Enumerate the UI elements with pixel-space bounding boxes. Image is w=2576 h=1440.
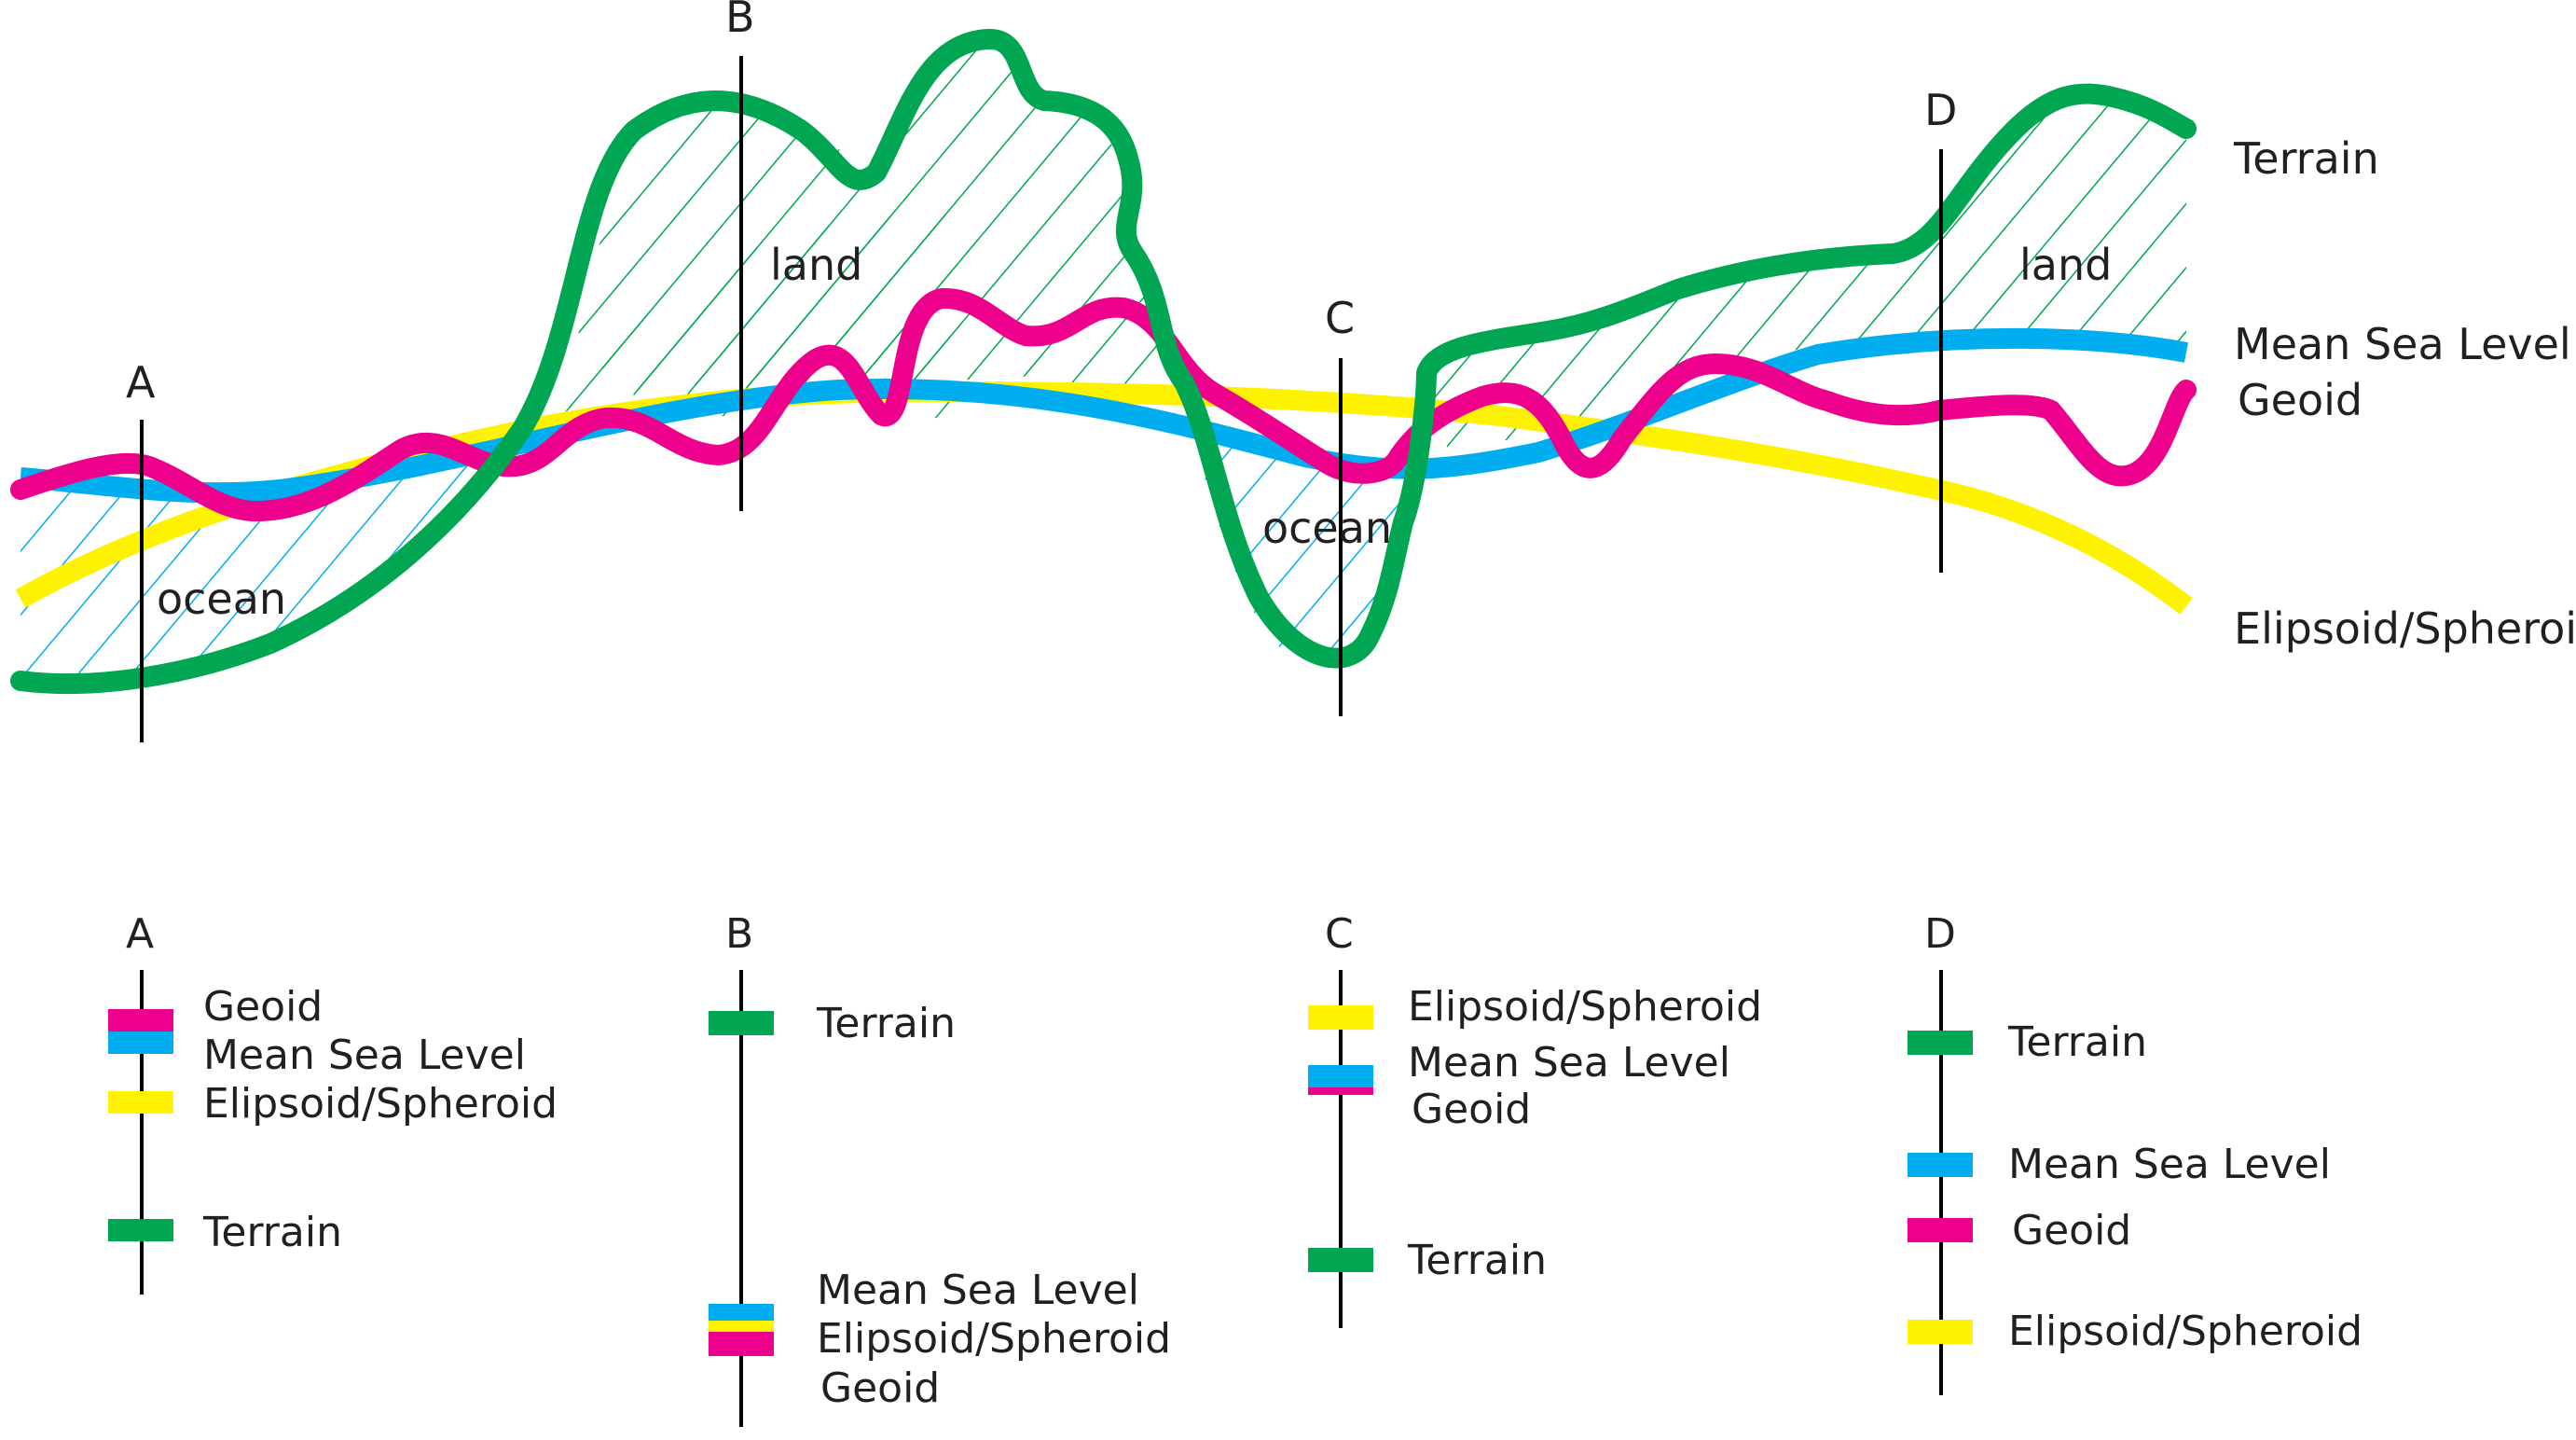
- legend-d-title: D: [1924, 910, 1956, 958]
- legend-a-label-msl: Mean Sea Level: [203, 1032, 526, 1079]
- legend-d-swatch-terrain: [1908, 1031, 1973, 1055]
- legend-column-a: A Geoid Mean Sea Level Elipsoid/Spheroid…: [108, 910, 558, 1295]
- curve-label-msl: Mean Sea Level: [2234, 319, 2571, 369]
- legend-d-label-ellipsoid: Elipsoid/Spheroid: [2008, 1308, 2362, 1355]
- section-label-d: D: [1924, 85, 1957, 135]
- legend-c-label-msl: Mean Sea Level: [1408, 1039, 1730, 1087]
- legend-c-title: C: [1325, 910, 1354, 958]
- legend-a-label-geoid: Geoid: [203, 983, 323, 1031]
- curve-label-ellipsoid: Elipsoid/Spheroid: [2234, 603, 2576, 654]
- legend-c-label-geoid: Geoid: [1412, 1086, 1531, 1133]
- mean-sea-level-curve: [20, 327, 2189, 504]
- legend-a-title: A: [126, 910, 154, 958]
- legend-a-swatch-geoid: [108, 1009, 173, 1032]
- profile-diagram: A B C D ocean land ocean land Terrain Me…: [10, 0, 2576, 742]
- legend-b-label-msl: Mean Sea Level: [817, 1267, 1139, 1314]
- legend-c-swatch-ellipsoid: [1308, 1005, 1373, 1030]
- legend-d-label-terrain: Terrain: [2007, 1018, 2147, 1066]
- region-label-ocean-c: ocean: [1262, 503, 1392, 553]
- legend-d-swatch-geoid: [1908, 1218, 1973, 1242]
- legend-a-label-terrain: Terrain: [202, 1209, 342, 1256]
- legend-a-swatch-terrain: [108, 1219, 173, 1241]
- legend-d-swatch-ellipsoid: [1908, 1320, 1973, 1344]
- legend-c-swatch-terrain: [1308, 1248, 1373, 1272]
- legend-d-swatch-msl: [1908, 1153, 1973, 1177]
- section-label-b: B: [725, 0, 755, 42]
- legend-b-label-terrain: Terrain: [816, 1000, 956, 1047]
- legend-a-swatch-msl: [108, 1032, 173, 1054]
- section-label-a: A: [126, 357, 156, 408]
- legend-column-c: C Elipsoid/Spheroid Mean Sea Level Geoid…: [1308, 910, 1762, 1328]
- legend-a-swatch-ellipsoid: [108, 1091, 173, 1114]
- land-region-d-hatch: [1426, 93, 2186, 455]
- legend-column-d: D Terrain Mean Sea Level Geoid Elipsoid/…: [1908, 910, 2362, 1395]
- legend-c-label-terrain: Terrain: [1407, 1237, 1547, 1284]
- legend-d-label-geoid: Geoid: [2012, 1207, 2131, 1254]
- region-label-land-d: land: [2019, 240, 2112, 290]
- legend-c-label-ellipsoid: Elipsoid/Spheroid: [1408, 983, 1762, 1031]
- legend-b-swatch-msl: [709, 1304, 774, 1321]
- legend-b-label-ellipsoid: Elipsoid/Spheroid: [817, 1315, 1171, 1363]
- ocean-region-a-hatch: [21, 448, 485, 682]
- legend-a-label-ellipsoid: Elipsoid/Spheroid: [203, 1080, 558, 1128]
- legend-b-title: B: [725, 910, 753, 958]
- legend-b-swatch-terrain: [709, 1011, 774, 1035]
- section-label-c: C: [1325, 293, 1355, 343]
- legend-column-b: B Terrain Mean Sea Level Elipsoid/Sphero…: [709, 910, 1171, 1427]
- legend-c-swatch-msl: [1308, 1065, 1373, 1087]
- legend-b-swatch-ellipsoid: [709, 1321, 774, 1332]
- land-region-b2-hatch: [578, 39, 1184, 417]
- region-label-ocean-a: ocean: [157, 574, 286, 624]
- curve-label-geoid: Geoid: [2238, 375, 2362, 425]
- geoid-curve: [10, 287, 2197, 522]
- legend-b-label-geoid: Geoid: [820, 1364, 940, 1412]
- curve-label-terrain: Terrain: [2233, 133, 2379, 184]
- terrain-curve: [10, 29, 2197, 694]
- region-label-land-b: land: [770, 240, 862, 290]
- legend-d-label-msl: Mean Sea Level: [2008, 1141, 2331, 1188]
- legend-b-swatch-geoid: [709, 1332, 774, 1356]
- legend-c-swatch-geoid: [1308, 1087, 1373, 1095]
